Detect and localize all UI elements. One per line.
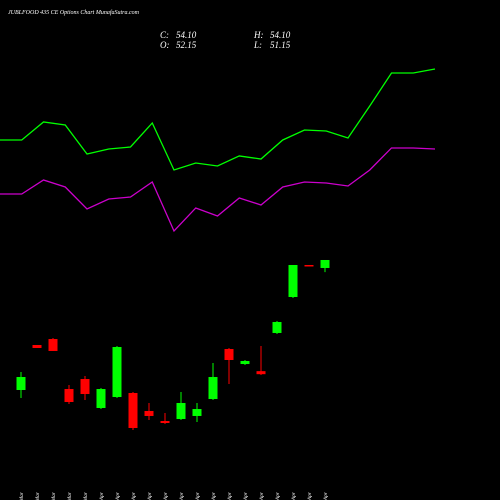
candle-body (64, 389, 74, 403)
candle-body (224, 349, 234, 360)
x-tick-label: 06 Apr (131, 491, 137, 500)
candle-body (128, 392, 138, 428)
x-tick-label: 23 Apr (307, 491, 313, 500)
x-tick-label: 28 Mar (67, 491, 73, 500)
line-series (0, 147, 436, 233)
summary-value: 54.10 (270, 30, 291, 40)
summary-value: 52.15 (176, 40, 197, 50)
summary-key: O: (160, 40, 170, 50)
x-tick-label: 25 Mar (35, 491, 41, 500)
candle-body (272, 322, 282, 333)
x-tick-label: 22 Apr (291, 491, 297, 500)
x-tick-label: 17 Apr (243, 491, 249, 500)
x-tick-label: 24 Apr (322, 491, 329, 500)
summary-key: C: (160, 30, 169, 40)
x-tick-label: 02 Apr (115, 491, 121, 500)
x-tick-label: 08 Apr (163, 491, 169, 500)
candle-body (304, 264, 314, 267)
x-tick-label: 01 Apr (99, 491, 105, 500)
chart-title: JUBLFOOD 435 CE Options Chart MunafaSutr… (8, 9, 140, 16)
x-tick-label: 21 Apr (275, 491, 281, 500)
candle-body (160, 421, 170, 423)
candle-body (240, 360, 250, 365)
summary-value: 54.10 (176, 30, 197, 40)
summary-value: 51.15 (270, 40, 291, 50)
x-tick-label: 27 Mar (51, 491, 57, 500)
candle-body (96, 389, 106, 408)
x-tick-label: 09 Apr (179, 491, 185, 500)
candle-body (320, 259, 330, 268)
candle-body (48, 339, 58, 351)
x-tick-label: 16 Apr (227, 491, 233, 500)
candle-body (16, 377, 26, 390)
candle-body (112, 347, 122, 398)
candle-body (208, 377, 218, 400)
summary-key: H: (253, 30, 264, 40)
x-tick-label: 07 Apr (147, 491, 153, 500)
candle-body (288, 264, 298, 298)
x-tick-label: 15 Apr (211, 491, 217, 500)
candle-body (144, 410, 154, 416)
x-tick-label: 20 Apr (259, 491, 265, 500)
candle-body (192, 409, 202, 416)
x-tick-label: 11 Apr (195, 491, 201, 500)
candle-body (176, 402, 186, 420)
x-tick-label: 30 Mar (83, 491, 89, 500)
line-series (0, 68, 436, 171)
x-tick-label: 24 Mar (18, 491, 25, 500)
candle-body (32, 344, 42, 348)
candle-body (80, 379, 90, 395)
summary-key: L: (253, 40, 262, 50)
candle-body (256, 371, 266, 375)
